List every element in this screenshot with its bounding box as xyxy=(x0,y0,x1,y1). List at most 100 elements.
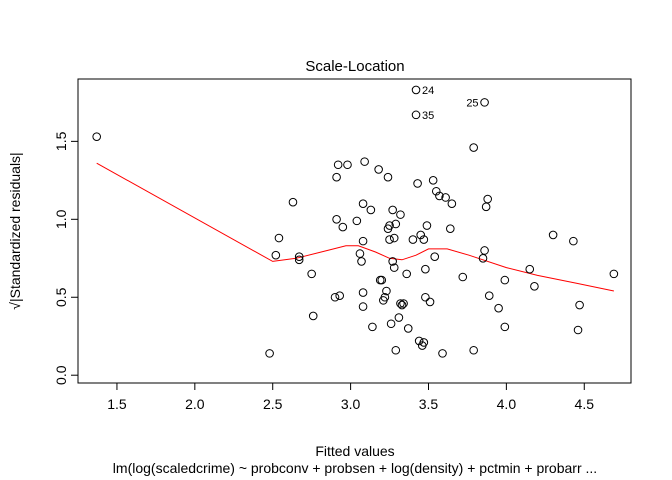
data-point xyxy=(330,292,340,302)
data-point xyxy=(569,236,578,246)
model-formula: lm(log(scaledcrime) ~ probconv + probsen… xyxy=(113,460,597,476)
data-point xyxy=(358,302,368,311)
x-tick-label: 4.0 xyxy=(497,396,517,412)
data-point xyxy=(403,324,413,333)
data-point xyxy=(478,253,488,263)
data-point xyxy=(374,165,383,174)
data-point xyxy=(368,322,377,332)
data-point xyxy=(500,322,510,332)
y-tick-label: 1.5 xyxy=(53,131,69,151)
data-point xyxy=(408,235,418,244)
data-point xyxy=(288,197,298,207)
data-point xyxy=(307,269,316,279)
x-axis: 1.5 2.0 2.5 3.0 3.5 4.0 4.5 xyxy=(107,382,595,412)
data-point xyxy=(421,292,430,302)
data-point xyxy=(411,110,421,120)
data-point xyxy=(389,263,399,272)
data-point xyxy=(447,199,457,209)
point-labels-layer: 24 35 25 xyxy=(422,85,479,122)
data-point xyxy=(402,269,411,279)
data-point xyxy=(469,345,478,355)
data-point xyxy=(441,193,450,202)
data-point xyxy=(469,143,478,152)
x-tick-label: 3.0 xyxy=(341,396,361,412)
data-point xyxy=(332,215,341,224)
points-layer xyxy=(92,85,619,358)
data-point xyxy=(484,291,494,300)
data-point xyxy=(383,172,393,182)
point-label: 35 xyxy=(422,110,434,122)
data-point xyxy=(366,205,376,215)
data-point xyxy=(419,338,429,347)
data-point xyxy=(530,282,539,291)
data-point xyxy=(92,132,101,141)
data-point xyxy=(500,275,510,285)
data-point xyxy=(377,275,387,285)
data-point xyxy=(430,252,440,262)
data-point xyxy=(357,257,366,266)
x-tick-label: 1.5 xyxy=(107,396,127,412)
data-point xyxy=(265,349,274,358)
data-point xyxy=(458,272,468,282)
data-point xyxy=(358,288,368,297)
data-point xyxy=(382,286,391,296)
data-point xyxy=(419,235,429,244)
data-point xyxy=(352,216,362,226)
point-label: 24 xyxy=(422,85,434,97)
data-point xyxy=(338,222,348,232)
data-point xyxy=(548,230,558,240)
data-point xyxy=(333,160,343,170)
data-point xyxy=(428,176,438,185)
data-point xyxy=(481,202,491,212)
plot-frame xyxy=(77,78,632,384)
point-label: 25 xyxy=(466,97,478,109)
x-tick-label: 2.0 xyxy=(185,396,205,412)
y-axis-label: √|Standardized residuals| xyxy=(7,152,23,309)
data-point xyxy=(413,179,422,188)
data-point xyxy=(385,221,394,230)
chart-title: Scale-Location xyxy=(305,58,404,75)
data-point xyxy=(573,325,583,335)
data-point xyxy=(294,255,304,265)
y-axis: 0.0 0.5 1.0 1.5 xyxy=(53,131,79,385)
data-point xyxy=(397,300,407,310)
data-point xyxy=(575,300,584,310)
data-point xyxy=(525,264,535,274)
data-point xyxy=(396,210,405,219)
data-point xyxy=(388,257,397,266)
data-point xyxy=(483,194,492,204)
data-point xyxy=(391,219,401,229)
data-point xyxy=(416,230,426,240)
data-point xyxy=(421,264,430,274)
y-tick-label: 0.5 xyxy=(53,287,69,307)
data-point xyxy=(609,269,619,279)
y-tick-label: 0.0 xyxy=(53,365,69,385)
data-point xyxy=(388,205,397,215)
smoother-line xyxy=(96,162,615,292)
data-point xyxy=(399,299,408,308)
data-point xyxy=(294,252,304,262)
data-point xyxy=(446,224,455,233)
data-point xyxy=(389,233,399,243)
data-point xyxy=(360,157,369,166)
data-point xyxy=(394,313,404,322)
data-point xyxy=(332,172,341,182)
data-point xyxy=(494,303,503,313)
x-axis-label: Fitted values xyxy=(315,443,394,459)
data-point xyxy=(385,235,394,244)
x-tick-label: 4.5 xyxy=(575,396,595,412)
data-point xyxy=(343,160,352,170)
data-point xyxy=(358,199,368,209)
data-point xyxy=(480,246,489,255)
data-point xyxy=(355,249,365,258)
x-tick-label: 3.5 xyxy=(419,396,439,412)
data-point xyxy=(435,191,444,201)
data-point xyxy=(411,85,421,95)
data-point xyxy=(396,299,405,308)
data-point xyxy=(438,349,447,358)
x-tick-label: 2.5 xyxy=(263,396,283,412)
data-point xyxy=(380,292,390,302)
data-point xyxy=(425,297,435,307)
data-point xyxy=(480,98,489,107)
